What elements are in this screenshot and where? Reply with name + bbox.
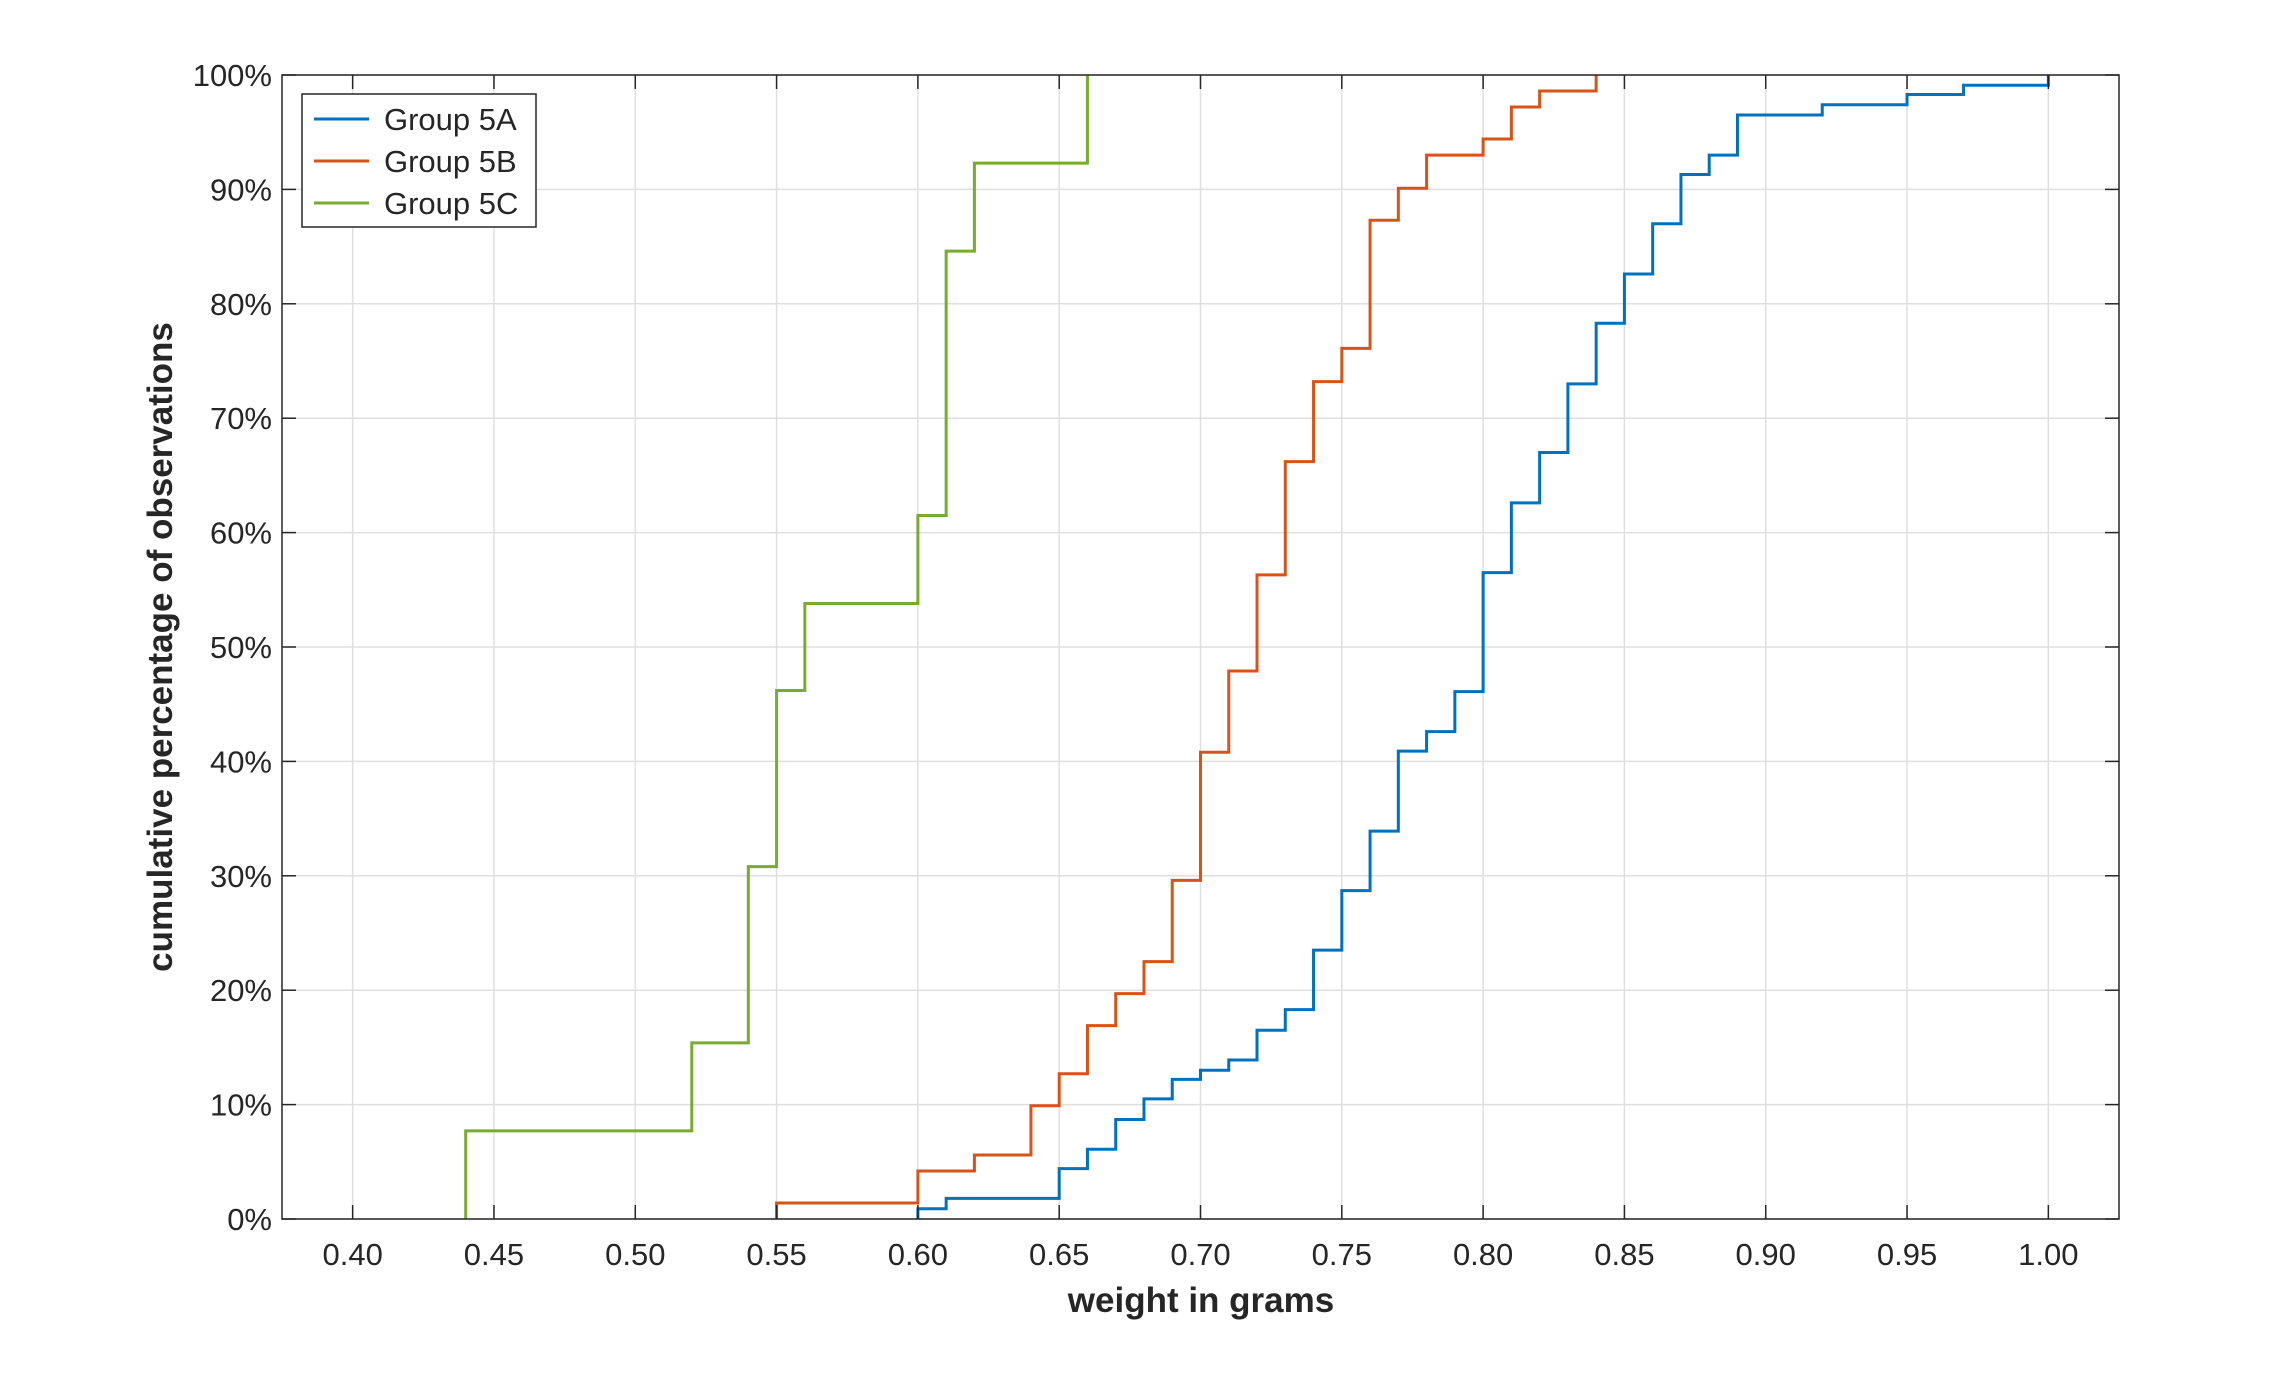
y-tick-label: 20% [210,973,272,1008]
x-tick-label: 0.75 [1312,1237,1372,1272]
legend-label: Group 5C [384,186,518,221]
x-tick-label: 0.85 [1594,1237,1654,1272]
ticks: 0.40 0.45 0.50 0.55 0.60 0.65 0.70 0.75 0.80 0.85… [193,58,2119,1272]
y-tick-label: 90% [210,172,272,207]
x-tick-label: 0.45 [464,1237,524,1272]
y-tick-label: 70% [210,401,272,436]
x-tick-label: 0.95 [1877,1237,1937,1272]
legend-entry-1: Group 5B [314,144,517,179]
x-tick-label: 1.00 [2018,1237,2078,1272]
legend-entry-0: Group 5A [314,102,517,137]
series-line-group-5b [775,75,1598,1219]
y-tick-label: 0% [227,1202,272,1237]
legend-label: Group 5A [384,102,517,137]
series-line-group-5a [916,75,2050,1219]
x-tick-label: 0.80 [1453,1237,1513,1272]
y-tick-label: 60% [210,516,272,551]
x-tick-label: 0.55 [746,1237,806,1272]
y-tick-label: 80% [210,287,272,322]
legend-label: Group 5B [384,144,517,179]
x-tick-label: 0.65 [1029,1237,1089,1272]
y-tick-label: 100% [193,58,272,93]
grid [282,74,2119,1220]
y-tick-label: 40% [210,744,272,779]
y-tick-label: 10% [210,1088,272,1123]
legend-entry-2: Group 5C [314,186,518,221]
series-line-group-5c [464,75,1089,1219]
legend: Group 5A Group 5B Group 5C [301,93,537,228]
y-axis-title: cumulative percentage of observations [141,322,180,972]
x-tick-label: 0.50 [605,1237,665,1272]
x-tick-label: 0.70 [1170,1237,1230,1272]
x-tick-label: 0.40 [322,1237,382,1272]
y-tick-label: 50% [210,630,272,665]
x-tick-label: 0.60 [888,1237,948,1272]
y-tick-label: 30% [210,859,272,894]
series-layer [464,75,2050,1219]
x-axis-title: weight in grams [1067,1281,1334,1320]
x-tick-label: 0.90 [1736,1237,1796,1272]
